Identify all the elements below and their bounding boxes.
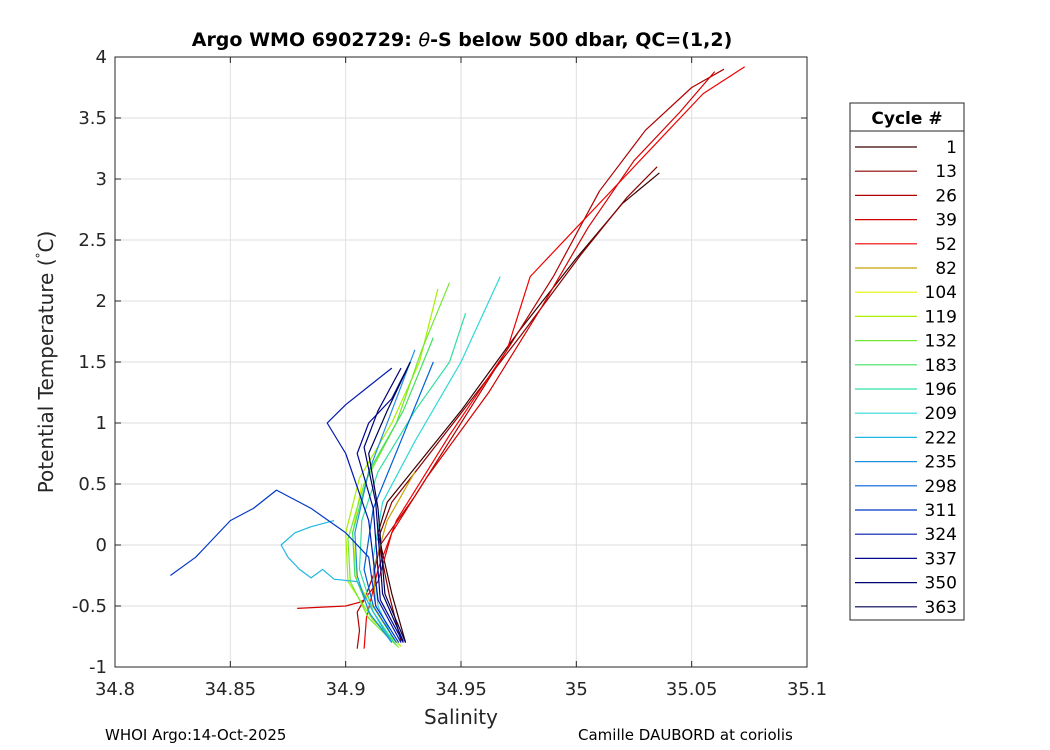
series-line-cycle-13: [377, 166, 658, 642]
legend-label: 1: [946, 138, 957, 158]
legend-label: 235: [925, 453, 957, 473]
legend-label: 119: [925, 307, 957, 327]
y-tick-label: 3: [96, 169, 107, 190]
legend-label: 324: [925, 525, 957, 545]
series-line-cycle-39: [297, 71, 716, 609]
legend-label: 52: [935, 235, 957, 255]
y-axis: -1 -0.5 0 0.5 1 1.5 2 2.5 3 3.5 4: [72, 47, 807, 678]
legend-label: 26: [935, 186, 957, 206]
legend-label: 104: [925, 283, 957, 303]
legend-label: 311: [925, 501, 957, 521]
series-line-cycle-119: [345, 288, 439, 647]
legend-label: 39: [935, 211, 957, 231]
series-line-cycle-209: [372, 276, 501, 637]
legend-label: 82: [935, 259, 957, 279]
legend: Cycle # 1 13 26 39 52 82 104 119 132 183 196 209 222…: [849, 102, 965, 621]
chart-title: Argo WMO 6902729: θ-S below 500 dbar, QC…: [192, 29, 733, 51]
legend-title: Cycle #: [871, 109, 942, 129]
x-tick-label: 35.05: [666, 679, 718, 700]
y-tick-label: 2: [96, 291, 107, 312]
y-tick-label: 1: [96, 413, 107, 434]
series-line-cycle-52: [363, 66, 746, 649]
legend-label: 196: [925, 380, 957, 400]
legend-label: 350: [925, 574, 957, 594]
y-tick-label: 0.5: [78, 474, 107, 495]
series-line-cycle-363: [368, 361, 411, 643]
y-axis-label: Potential Temperature (°C): [34, 231, 58, 494]
x-tick-label: 34.8: [95, 679, 135, 700]
legend-label: 298: [925, 477, 957, 497]
y-tick-label: 2.5: [78, 230, 107, 251]
series-line-cycle-235: [354, 349, 416, 643]
x-tick-label: 34.95: [435, 679, 487, 700]
legend-label: 13: [935, 162, 957, 182]
x-tick-label: 34.85: [205, 679, 257, 700]
legend-label: 222: [925, 428, 957, 448]
footer-right: Camille DAUBORD at coriolis: [578, 726, 793, 744]
series-line-cycle-82: [372, 471, 416, 607]
series-line-cycle-324: [326, 367, 402, 643]
series-line-cycle-350: [363, 367, 404, 642]
y-tick-label: 0: [96, 535, 107, 556]
x-tick-label: 35.1: [787, 679, 827, 700]
legend-label: 209: [925, 404, 957, 424]
x-axis: 34.8 34.85 34.9 34.95 35 35.05 35.1: [95, 57, 827, 700]
y-tick-label: 4: [96, 47, 107, 68]
series-line-cycle-132: [347, 282, 451, 648]
series-line-cycle-337: [356, 361, 411, 643]
y-tick-label: 3.5: [78, 108, 107, 129]
y-tick-label: -1: [89, 657, 107, 678]
legend-label: 183: [925, 356, 957, 376]
y-tick-label: 1.5: [78, 352, 107, 373]
series-layer: [170, 66, 746, 649]
x-axis-label: Salinity: [424, 705, 498, 729]
y-tick-label: -0.5: [72, 596, 107, 617]
series-line-cycle-311: [170, 489, 400, 643]
legend-label: 132: [925, 332, 957, 352]
series-line-cycle-298: [363, 361, 434, 643]
x-tick-label: 35: [565, 679, 588, 700]
legend-label: 337: [925, 549, 957, 569]
x-tick-label: 34.9: [326, 679, 366, 700]
footer-left: WHOI Argo:14-Oct-2025: [105, 726, 286, 744]
series-line-cycle-222: [280, 520, 393, 643]
legend-label: 363: [925, 598, 957, 618]
legend-entries: 1 13 26 39 52 82 104 119 132 183 196 209 222 235 298 31…: [855, 138, 957, 618]
